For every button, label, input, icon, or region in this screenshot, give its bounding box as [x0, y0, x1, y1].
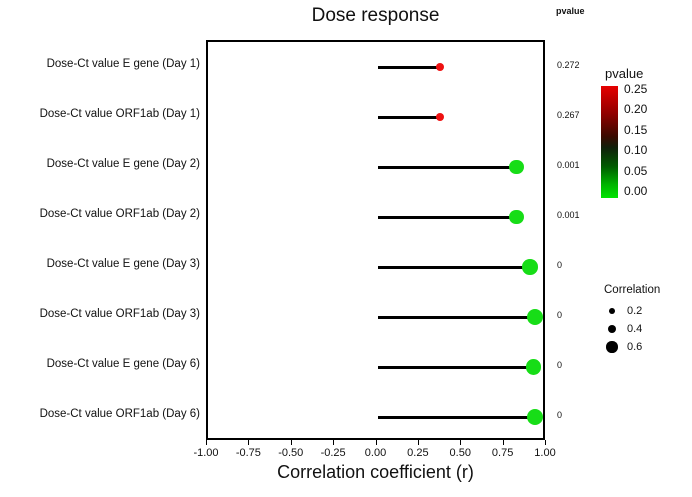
x-tick-mark: [545, 440, 546, 445]
lollipop-dot: [509, 209, 524, 225]
lollipop-dot: [527, 408, 544, 425]
lollipop-stem: [377, 215, 517, 219]
lollipop-dot: [436, 62, 445, 72]
y-axis-label: Dose-Ct value E gene (Day 1): [46, 58, 200, 70]
pvalue-value: 0.267: [557, 110, 580, 120]
lollipop-dot: [527, 308, 544, 325]
lollipop-stem: [377, 365, 534, 369]
x-tick-label: 0.50: [449, 447, 471, 459]
y-axis-label: Dose-Ct value ORF1ab (Day 1): [39, 108, 200, 120]
correlation-legend: Correlation 0.2 0.4 0.6: [604, 284, 660, 356]
correlation-legend-dot-cell: [604, 341, 620, 353]
y-axis-label: Dose-Ct value E gene (Day 3): [46, 258, 200, 270]
lollipop-dot: [509, 159, 524, 175]
lollipop-stem: [377, 165, 517, 169]
correlation-legend-label: 0.4: [627, 323, 643, 335]
pvalue-value: 0: [557, 360, 563, 370]
lollipop-dot: [436, 112, 445, 122]
x-tick-mark: [290, 440, 292, 445]
x-tick-label: 0.25: [407, 447, 429, 459]
pvalue-value: 0.272: [557, 60, 580, 70]
lollipop-dot: [525, 359, 542, 375]
correlation-legend-item: 0.4: [604, 320, 660, 338]
lollipop-dot: [522, 259, 538, 275]
plot-panel: [206, 40, 545, 440]
x-tick-label: -1.00: [193, 447, 219, 459]
pvalue-colorbar: [601, 86, 618, 198]
y-axis-label: Dose-Ct value E gene (Day 6): [46, 358, 200, 370]
pvalue-colorbar-tick-label: 0.05: [624, 163, 648, 178]
correlation-legend-dot-cell: [604, 308, 620, 314]
pvalue-value: 0.001: [557, 210, 580, 220]
correlation-legend-title: Correlation: [604, 284, 661, 296]
y-axis-label: Dose-Ct value ORF1ab (Day 2): [39, 208, 200, 220]
lollipop-stem: [377, 315, 536, 319]
pvalue-colorbar-tick-label: 0.00: [624, 183, 648, 198]
x-tick-label: 1.00: [534, 447, 556, 459]
x-tick-mark: [206, 440, 207, 445]
correlation-legend-item: 0.2: [604, 302, 660, 320]
pvalue-value: 0.001: [557, 160, 580, 170]
correlation-legend-label: 0.2: [627, 305, 643, 317]
correlation-legend-dot: [609, 308, 615, 314]
x-tick-mark: [460, 440, 462, 445]
pvalue-column-header: pvalue: [556, 6, 585, 16]
x-tick-mark: [502, 440, 504, 445]
pvalue-value: 0: [557, 410, 563, 420]
x-tick-label: -0.75: [235, 447, 261, 459]
lollipop-stem: [377, 415, 536, 419]
pvalue-colorbar-tick-label: 0.10: [624, 143, 648, 158]
x-tick-mark: [333, 440, 335, 445]
x-tick-mark: [417, 440, 419, 445]
correlation-legend-dot: [606, 341, 618, 353]
x-tick-label: 0.00: [364, 447, 387, 459]
y-axis-label: Dose-Ct value E gene (Day 2): [46, 158, 200, 170]
correlation-legend-item: 0.6: [604, 338, 660, 356]
pvalue-colorbar-tick-label: 0.15: [624, 122, 648, 137]
chart-title: Dose response: [311, 5, 440, 26]
pvalue-value: 0: [557, 310, 563, 320]
y-axis-label: Dose-Ct value ORF1ab (Day 6): [39, 408, 200, 420]
x-tick-label: -0.25: [320, 447, 346, 459]
lollipop-stem: [377, 65, 441, 69]
x-axis-title: Correlation coefficient (r): [277, 462, 474, 482]
pvalue-value: 0: [557, 260, 563, 270]
x-tick-mark: [375, 440, 377, 445]
x-tick-label: 0.75: [491, 447, 514, 459]
x-tick-mark: [248, 440, 250, 445]
y-axis-label: Dose-Ct value ORF1ab (Day 3): [39, 308, 200, 320]
pvalue-colorbar-tick-label: 0.25: [624, 82, 648, 96]
pvalue-colorbar-ticks: 0.25 0.20 0.15 0.10 0.05 0.00: [624, 82, 647, 198]
lollipop-stem: [377, 265, 531, 269]
correlation-legend-label: 0.6: [627, 341, 643, 353]
correlation-legend-dot: [607, 324, 617, 334]
pvalue-legend-title: pvalue: [605, 66, 644, 81]
x-tick-label: -0.50: [278, 447, 304, 459]
correlation-legend-items: 0.2 0.4 0.6: [604, 302, 660, 356]
lollipop-stem: [377, 115, 441, 119]
correlation-legend-dot-cell: [604, 324, 620, 334]
pvalue-colorbar-tick-label: 0.20: [624, 102, 648, 117]
pvalue-legend: pvalue 0.25 0.20 0.15 0.10 0.05 0.00: [601, 66, 647, 198]
